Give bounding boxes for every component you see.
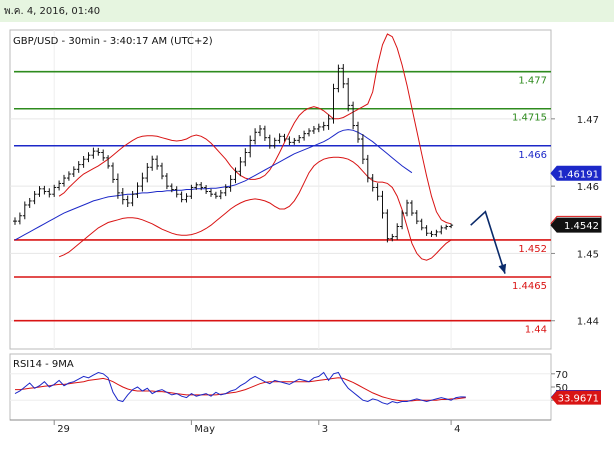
chart-timestamp: พ.ค. 4, 2016, 01:40	[4, 6, 101, 17]
forecast-arrow-path	[470, 210, 506, 274]
bollinger-upper-line	[58, 33, 452, 225]
rsi-ma-line	[15, 377, 466, 402]
chart-title: GBP/USD - 30min - 3:40:17 AM (UTC+2)	[13, 36, 213, 47]
moving-average-line	[14, 129, 413, 241]
moving-average	[14, 129, 413, 241]
level-label: 1.44	[525, 325, 547, 336]
rsi-axis: 70503034.889333.9671	[551, 370, 601, 407]
chart-header-bar: พ.ค. 4, 2016, 01:40	[0, 0, 614, 22]
time-axis: 29 May 3 4	[53, 420, 460, 435]
price-tag-box	[550, 217, 602, 233]
level-label: 1.4715	[512, 113, 547, 124]
rsi-lines	[10, 371, 551, 405]
forecast-arrow-head	[498, 263, 507, 274]
rsi-axis-label: 50	[555, 383, 568, 394]
price-panel	[9, 29, 552, 350]
price-axis-label: 1.47	[577, 115, 599, 126]
bollinger-bands	[58, 33, 452, 261]
price-axis: 1.47 1.46 1.45 1.44	[551, 115, 599, 328]
level-label: 1.452	[518, 244, 547, 255]
price-tag-label: 1.46191	[558, 169, 599, 180]
level-label: 1.4465	[512, 281, 547, 292]
price-tag-box	[550, 165, 602, 181]
bollinger-lower-line	[58, 156, 452, 261]
price-axis-label: 1.44	[577, 317, 599, 328]
time-axis-label: May	[194, 424, 215, 435]
time-axis-label: 3	[322, 424, 328, 435]
rsi-panel	[9, 353, 552, 421]
rsi-value-tag-box	[551, 390, 601, 405]
price-tag-label: 1.4542	[564, 221, 599, 232]
rsi-value-tag-label: 33.9671	[558, 394, 599, 405]
price-bars	[13, 64, 454, 243]
level-label: 1.477	[518, 76, 547, 87]
rsi-title: RSI14 - 9MA	[13, 359, 74, 370]
price-axis-label: 1.45	[577, 249, 599, 260]
price-axis-label: 1.46	[577, 182, 599, 193]
rsi-line	[14, 371, 466, 405]
time-axis-label: 29	[57, 424, 70, 435]
time-axis-label: 4	[454, 424, 460, 435]
level-label: 1.466	[518, 150, 547, 161]
rsi-axis-label: 70	[555, 370, 568, 381]
forecast-arrow	[470, 210, 507, 274]
horizontal-levels: 1.477 1.4715 1.466 1.452 1.4465 1.44	[14, 70, 551, 336]
